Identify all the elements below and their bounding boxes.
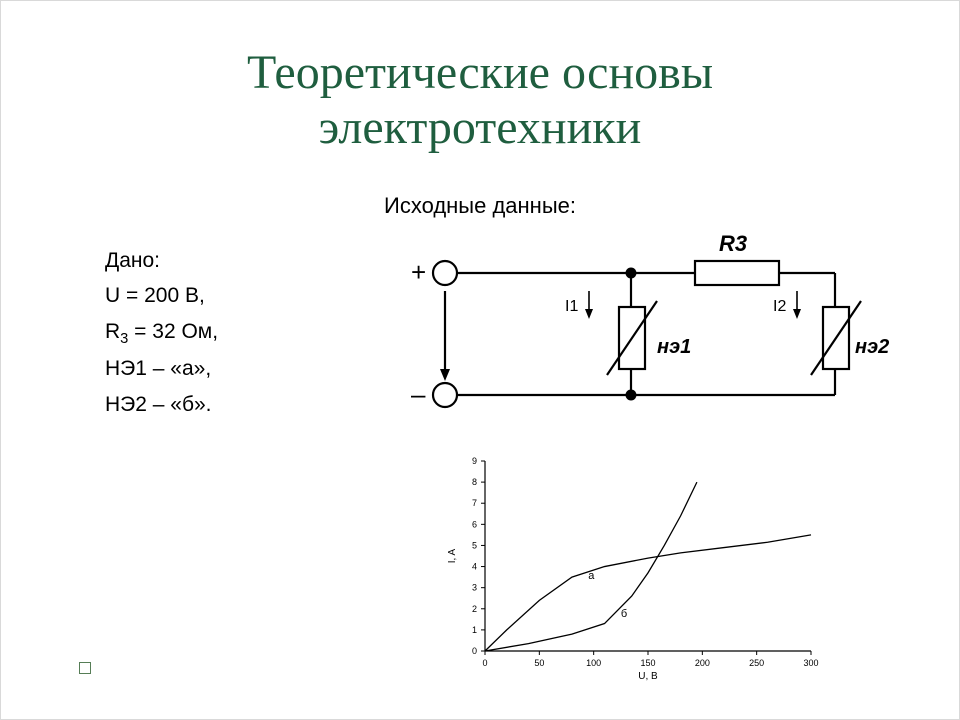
svg-text:0: 0	[472, 646, 477, 656]
plus-label: +	[411, 257, 426, 287]
slide-bullet-decoration	[79, 662, 91, 674]
iv-chart: 0 1 2 3 4 5 6 7 8 9 0 50 100 150 200 250 300 U, B I, A а б	[443, 453, 823, 681]
ne2-label: нэ2	[855, 336, 889, 358]
title-line-2: электротехники	[319, 101, 642, 154]
circuit-diagram: + – R3 I1 I2 нэ1 нэ2	[399, 231, 893, 415]
svg-text:50: 50	[534, 658, 544, 668]
svg-text:I, A: I, A	[447, 548, 458, 563]
svg-text:250: 250	[749, 658, 764, 668]
svg-text:200: 200	[695, 658, 710, 668]
svg-text:150: 150	[640, 658, 655, 668]
minus-label: –	[411, 379, 426, 409]
svg-text:100: 100	[586, 658, 601, 668]
given-block: Дано: U = 200 В, R3 = 32 Ом, НЭ1 – «а», …	[105, 243, 218, 422]
slide: Теоретические основы электротехники Исхо…	[0, 0, 960, 720]
title-line-1: Теоретические основы	[247, 46, 713, 99]
svg-text:0: 0	[482, 658, 487, 668]
given-line: НЭ2 – «б».	[105, 387, 218, 422]
svg-text:9: 9	[472, 456, 477, 466]
given-line: НЭ1 – «а»,	[105, 351, 218, 386]
r3-label: R3	[719, 231, 747, 256]
i2-label: I2	[773, 298, 786, 315]
svg-text:2: 2	[472, 604, 477, 614]
given-line: U = 200 В,	[105, 278, 218, 313]
svg-text:6: 6	[472, 519, 477, 529]
svg-text:а: а	[588, 570, 595, 582]
svg-text:U, B: U, B	[638, 671, 658, 681]
svg-text:б: б	[621, 608, 627, 620]
svg-text:300: 300	[803, 658, 818, 668]
ne1-label: нэ1	[657, 336, 691, 358]
svg-text:8: 8	[472, 477, 477, 487]
svg-text:3: 3	[472, 583, 477, 593]
given-line: R3 = 32 Ом,	[105, 314, 218, 352]
i1-label: I1	[565, 298, 578, 315]
given-heading: Дано:	[105, 243, 218, 278]
subtitle: Исходные данные:	[1, 193, 959, 219]
page-title: Теоретические основы электротехники	[1, 45, 959, 155]
svg-text:5: 5	[472, 540, 477, 550]
svg-text:7: 7	[472, 498, 477, 508]
svg-text:4: 4	[472, 562, 477, 572]
svg-text:1: 1	[472, 625, 477, 635]
